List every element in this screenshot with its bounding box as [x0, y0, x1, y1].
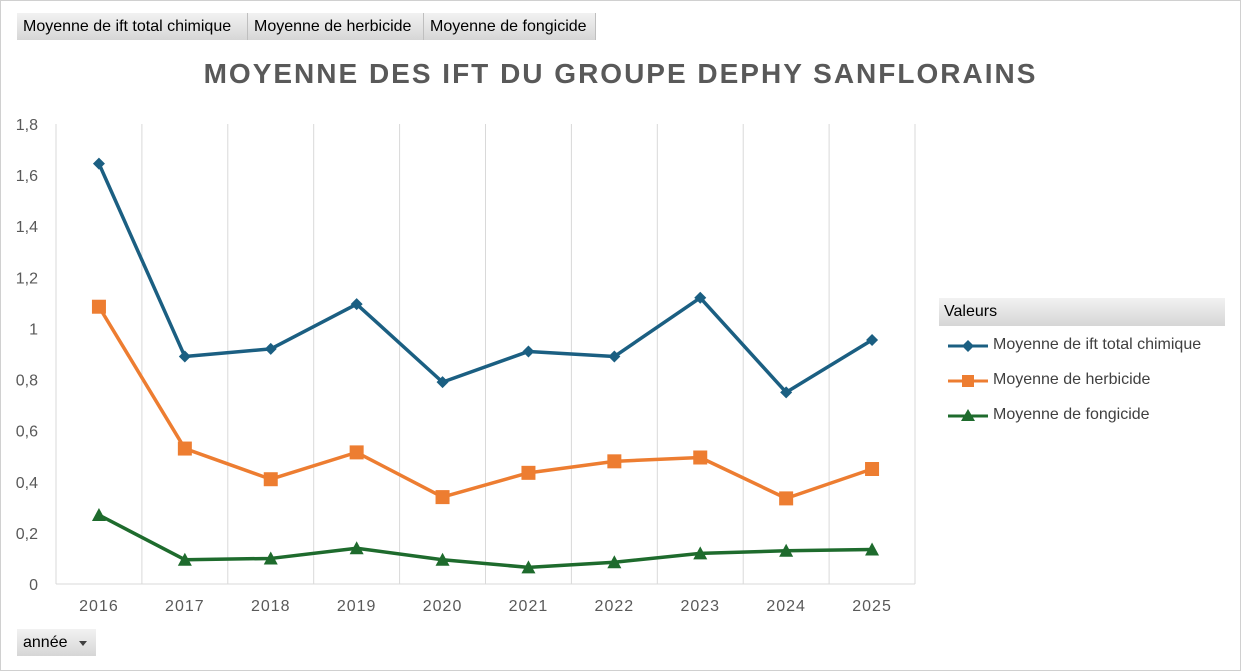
data-point-ift_total [264, 342, 277, 355]
data-point-fongicide [521, 560, 536, 574]
series-line-fongicide [98, 513, 873, 570]
axis-field-button-annee[interactable]: année [17, 629, 96, 656]
data-point-fongicide [91, 508, 106, 521]
legend-label-fongicide: Moyenne de fongicide [993, 406, 1150, 423]
data-point-ift_total [866, 333, 879, 346]
field-button-ift-total[interactable]: Moyenne de ift total chimique [17, 13, 248, 40]
data-point-fongicide [435, 552, 450, 566]
data-point-herbicide [91, 299, 106, 314]
y-tick-label: 0,8 [16, 373, 38, 390]
legend-label-ift-total: Moyenne de ift total chimique [993, 336, 1202, 353]
series-line-ift_total [97, 162, 873, 395]
x-tick-label: 2022 [595, 598, 635, 615]
y-tick-label: 0,6 [16, 424, 38, 441]
data-point-ift_total [436, 376, 449, 389]
data-point-herbicide [779, 491, 794, 506]
triangle-marker-icon [948, 409, 988, 421]
series-line-herbicide [97, 305, 873, 501]
data-point-ift_total [694, 291, 707, 304]
chart-title: MOYENNE DES IFT DU GROUPE DEPHY SANFLORA… [203, 58, 1038, 89]
data-point-fongicide [865, 542, 880, 556]
legend-label-herbicide: Moyenne de herbicide [993, 371, 1151, 388]
data-point-herbicide [349, 445, 364, 460]
data-point-herbicide [435, 490, 450, 505]
y-tick-label: 1,8 [16, 117, 38, 134]
x-tick-label: 2024 [766, 598, 806, 615]
data-point-ift_total [522, 345, 535, 358]
data-point-fongicide [693, 546, 708, 560]
data-point-fongicide [263, 551, 278, 565]
chevron-down-icon[interactable] [79, 641, 87, 646]
data-point-ift_total [350, 298, 363, 311]
x-tick-label: 2018 [251, 598, 291, 615]
axis-field-label: année [23, 634, 68, 651]
y-tick-label: 0,4 [16, 475, 38, 492]
data-point-fongicide [607, 555, 622, 569]
legend-title[interactable]: Valeurs [939, 298, 1225, 326]
x-tick-label: 2023 [680, 598, 720, 615]
data-point-herbicide [521, 465, 536, 480]
field-button-herbicide[interactable]: Moyenne de herbicide [248, 13, 424, 40]
square-marker-icon [948, 375, 988, 387]
y-tick-label: 1 [29, 321, 38, 338]
data-point-ift_total [780, 386, 793, 399]
data-point-herbicide [607, 454, 622, 469]
y-tick-label: 0,2 [16, 526, 38, 543]
y-tick-label: 1,6 [16, 168, 38, 185]
data-point-ift_total [92, 157, 105, 170]
y-tick-label: 1,4 [16, 219, 38, 236]
data-point-fongicide [177, 552, 192, 566]
x-tick-label: 2019 [337, 598, 377, 615]
data-point-herbicide [263, 472, 278, 487]
data-point-herbicide [865, 462, 880, 476]
x-tick-label: 2025 [852, 598, 892, 615]
x-tick-label: 2020 [423, 598, 463, 615]
x-tick-label: 2021 [509, 598, 549, 615]
data-point-herbicide [693, 450, 708, 465]
diamond-marker-icon [948, 340, 988, 352]
data-point-ift_total [608, 350, 621, 363]
data-point-herbicide [177, 441, 192, 456]
x-tick-label: 2017 [165, 598, 205, 615]
x-tick-label: 2016 [79, 598, 119, 615]
data-point-fongicide [779, 543, 794, 557]
field-button-fongicide[interactable]: Moyenne de fongicide [424, 13, 596, 40]
data-point-fongicide [349, 541, 364, 555]
data-point-ift_total [178, 350, 191, 363]
y-tick-label: 1,2 [16, 270, 38, 287]
y-tick-label: 0 [29, 577, 38, 594]
